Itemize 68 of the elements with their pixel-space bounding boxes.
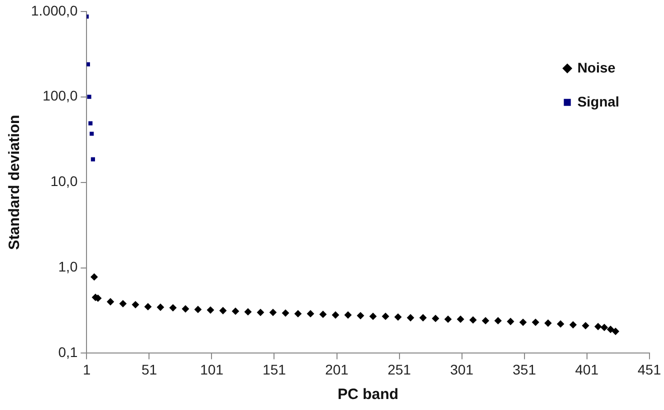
point [507, 318, 514, 325]
point [332, 311, 340, 318]
point [169, 304, 176, 312]
x-tick-label: 101 [200, 361, 224, 378]
point [294, 310, 302, 318]
point [232, 308, 239, 315]
point [394, 314, 402, 321]
point [570, 321, 577, 328]
point [90, 273, 98, 280]
point [90, 157, 96, 162]
point [119, 300, 126, 308]
point [194, 306, 202, 313]
point [307, 310, 314, 318]
point [532, 318, 540, 326]
x-tick-label: 51 [141, 361, 158, 378]
point [244, 308, 252, 316]
point [600, 324, 608, 331]
y-axis-title: Standard deviation [6, 114, 24, 250]
point [482, 317, 490, 324]
x-tick-label: 451 [638, 361, 662, 378]
x-tick-label: 301 [450, 361, 474, 378]
x-tick-label: 401 [575, 361, 599, 378]
point [106, 298, 114, 306]
x-tick-label: 1 [82, 361, 91, 378]
x-tick-label: 201 [325, 361, 349, 378]
point [457, 316, 464, 323]
point [88, 121, 93, 126]
point [156, 304, 164, 311]
point [607, 326, 614, 333]
point [407, 314, 414, 322]
point [370, 312, 377, 320]
y-tick-label: 0,1 [58, 344, 78, 360]
point [432, 314, 440, 322]
point [594, 323, 602, 330]
point [420, 314, 427, 322]
point [494, 317, 502, 324]
legend-label: Noise [577, 59, 616, 76]
y-tick-label: 100,0 [42, 88, 78, 104]
y-tick-label: 1.000,0 [30, 2, 78, 18]
point [582, 322, 590, 330]
point [320, 310, 327, 318]
point [382, 312, 390, 320]
point [357, 312, 364, 320]
point [87, 94, 92, 99]
point [144, 303, 152, 310]
legend-label: Signal [577, 93, 620, 110]
point [256, 308, 264, 316]
point [86, 62, 90, 66]
y-tick-label: 10,0 [50, 173, 78, 190]
point [544, 320, 552, 327]
point [219, 307, 226, 314]
point [470, 316, 477, 324]
point [612, 328, 620, 335]
x-tick-label: 251 [388, 361, 412, 378]
point [269, 308, 276, 316]
point [557, 320, 564, 328]
point [444, 316, 452, 323]
point [282, 310, 289, 317]
x-axis-title: PC band [338, 386, 398, 404]
point [132, 301, 139, 308]
x-tick-label: 151 [262, 361, 286, 378]
point [90, 132, 94, 136]
point [520, 318, 527, 326]
x-tick-label: 351 [512, 361, 536, 378]
point [344, 311, 352, 318]
point [182, 305, 189, 312]
y-tick-label: 1,0 [58, 258, 78, 275]
point [206, 306, 214, 314]
